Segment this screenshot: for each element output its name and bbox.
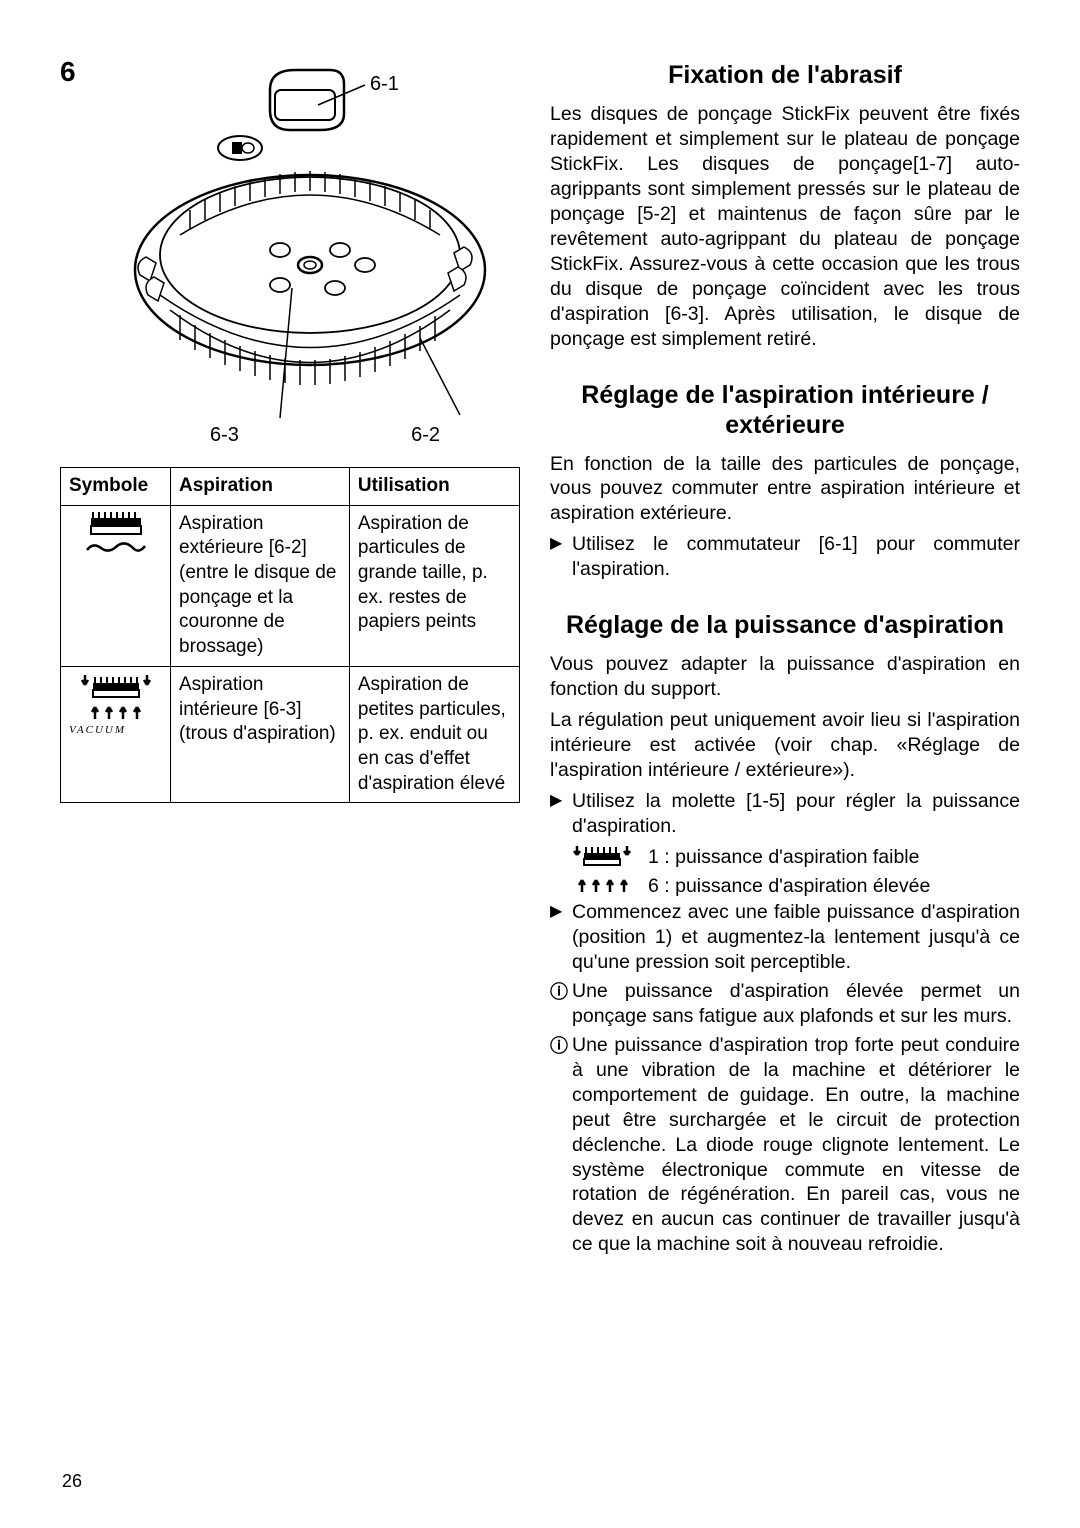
heading-fixation: Fixation de l'abrasif	[550, 60, 1020, 90]
triangle-icon: ▶	[550, 532, 572, 582]
info-text: Une puissance d'aspiration trop forte pe…	[572, 1033, 1020, 1258]
bullet-text: Utilisez le commutateur [6-1] pour commu…	[572, 532, 1020, 582]
th-symbole: Symbole	[61, 468, 171, 506]
suction-low-icon	[572, 843, 632, 873]
bullet-commutateur: ▶ Utilisez le commutateur [6-1] pour com…	[550, 532, 1020, 582]
heading-reglage-intext: Réglage de l'aspiration intérieure / ext…	[550, 380, 1020, 440]
para-puissance-a: Vous pouvez adapter la puissance d'aspir…	[550, 652, 1020, 702]
triangle-icon: ▶	[550, 900, 572, 975]
table-row: VACUUM Aspiration intérieure [6-3] (trou…	[61, 666, 520, 802]
callout-6-3: 6-3	[210, 424, 239, 447]
triangle-icon: ▶	[550, 789, 572, 839]
cell-utilisation-ext: Aspiration de particules de grande taill…	[349, 505, 519, 666]
info-icon: ⓘ	[550, 979, 572, 1029]
th-utilisation: Utilisation	[349, 468, 519, 506]
bullet-text: Utilisez la molette [1-5] pour régler la…	[572, 789, 1020, 839]
para-puissance-b: La régulation peut uniquement avoir lieu…	[550, 708, 1020, 783]
right-column: Fixation de l'abrasif Les disques de pon…	[550, 60, 1020, 1261]
symbol-table: Symbole Aspiration Utilisation	[60, 467, 520, 803]
page-number: 26	[62, 1471, 82, 1492]
heading-reglage-puissance: Réglage de la puissance d'aspiration	[550, 610, 1020, 640]
cell-utilisation-int: Aspiration de petites particules, p. ex.…	[349, 666, 519, 802]
info-icon: ⓘ	[550, 1033, 572, 1258]
info-high-suction: ⓘ Une puissance d'aspiration élevée perm…	[550, 979, 1020, 1029]
level-1-row: 1 : puissance d'aspiration faible	[572, 843, 1020, 873]
level-1-text: 1 : puissance d'aspiration faible	[648, 846, 919, 869]
bullet-commencez: ▶ Commencez avec une faible puissance d'…	[550, 900, 1020, 975]
level-6-text: 6 : puissance d'aspiration élevée	[648, 875, 930, 898]
left-column: 6-1	[60, 60, 520, 1261]
bullet-text: Commencez avec une faible puissance d'as…	[572, 900, 1020, 975]
table-row: Aspiration extérieure [6-2] (entre le di…	[61, 505, 520, 666]
section-number: 6	[60, 56, 76, 88]
cell-aspiration-ext: Aspiration extérieure [6-2] (entre le di…	[171, 505, 350, 666]
info-text: Une puissance d'aspiration élevée permet…	[572, 979, 1020, 1029]
para-reglage-intext: En fonction de la taille des particules …	[550, 452, 1020, 527]
symbol-exterior-icon	[61, 505, 171, 666]
callout-6-1: 6-1	[370, 73, 399, 95]
level-6-row: 6 : puissance d'aspiration élevée	[572, 875, 1020, 898]
cell-aspiration-int: Aspiration intérieure [6-3] (trous d'asp…	[171, 666, 350, 802]
info-too-strong: ⓘ Une puissance d'aspiration trop forte …	[550, 1033, 1020, 1258]
suction-high-icon	[572, 876, 632, 896]
vacuum-label: VACUUM	[69, 723, 162, 737]
symbol-interior-icon: VACUUM	[61, 666, 171, 802]
para-fixation: Les disques de ponçage StickFix peuvent …	[550, 102, 1020, 352]
bullet-molette: ▶ Utilisez la molette [1-5] pour régler …	[550, 789, 1020, 839]
th-aspiration: Aspiration	[171, 468, 350, 506]
callout-6-2: 6-2	[411, 424, 440, 447]
diagram: 6-1	[60, 60, 520, 447]
